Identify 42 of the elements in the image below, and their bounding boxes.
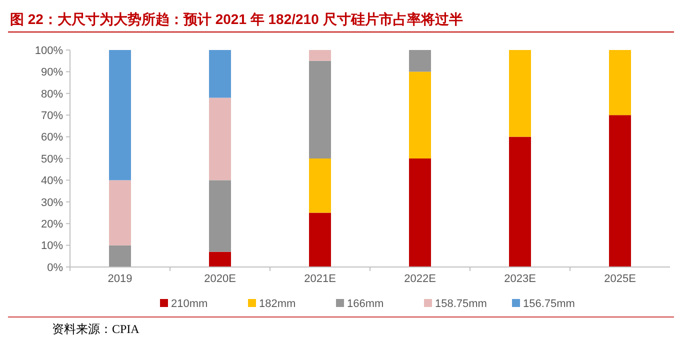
bar (409, 158, 431, 267)
bar (609, 115, 631, 267)
bar (309, 60, 331, 158)
bar (309, 50, 331, 61)
chart-title: 图 22：大尺寸为大势所趋：预计 2021 年 182/210 尺寸硅片市占率将过半 (10, 11, 463, 27)
bar (409, 72, 431, 158)
bar (209, 50, 231, 98)
y-tick-label: 80% (40, 88, 64, 100)
x-tick-label: 2022E (404, 273, 436, 285)
y-tick-label: 40% (40, 175, 64, 188)
legend-label: 166mm (347, 298, 384, 310)
y-tick-label: 30% (40, 196, 64, 209)
x-tick-label: 2025E (604, 273, 636, 285)
bar (209, 180, 231, 252)
y-tick-label: 20% (40, 218, 64, 230)
bar (209, 98, 231, 180)
bar (309, 158, 331, 213)
bar (609, 50, 631, 116)
bar (309, 212, 331, 267)
bar (109, 50, 131, 180)
x-tick-label: 2020E (204, 273, 236, 285)
y-tick-label: 0% (47, 262, 64, 274)
bar (509, 50, 531, 137)
x-tick-label: 2021E (304, 273, 336, 285)
y-tick-label: 50% (40, 153, 64, 166)
y-tick-label: 70% (40, 110, 64, 122)
x-tick-label: 2023E (504, 273, 536, 285)
y-tick-label: 90% (40, 66, 64, 79)
y-tick-label: 60% (40, 132, 64, 144)
text: 资料来源：CPIA (52, 322, 140, 336)
bar (209, 252, 231, 267)
legend-label: 210mm (171, 298, 208, 310)
bar (509, 136, 531, 267)
y-tick-label: 100% (34, 44, 64, 57)
legend-label: 182mm (259, 298, 296, 310)
legend-label: 156.75mm (523, 298, 575, 310)
legend-label: 158.75mm (435, 298, 487, 310)
bar (409, 50, 431, 72)
y-tick-label: 10% (40, 240, 64, 252)
x-tick-label: 2019 (108, 273, 132, 285)
bar (109, 245, 131, 267)
bar (109, 180, 131, 246)
